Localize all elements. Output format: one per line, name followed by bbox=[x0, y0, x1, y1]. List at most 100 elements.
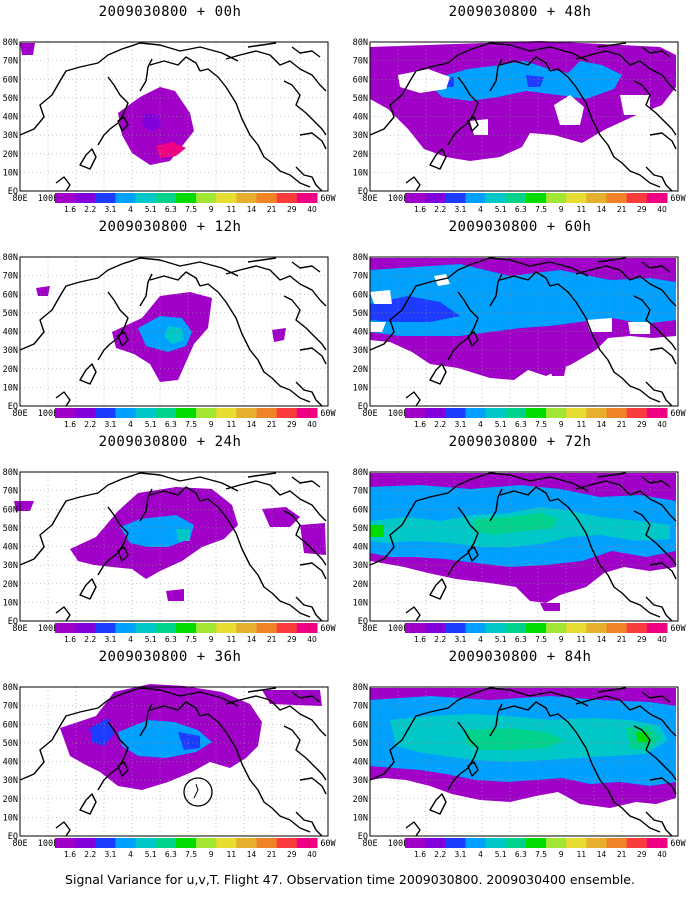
colorbar-swatch bbox=[546, 838, 567, 848]
map-24h: 80N70N60N50N40N30N20N10NEQ80E100E120E140… bbox=[3, 468, 337, 634]
colorbar-label: 4 bbox=[478, 850, 483, 859]
colorbar-label: 11 bbox=[227, 635, 237, 644]
colorbar-swatch bbox=[175, 193, 197, 203]
colorbar-swatch bbox=[646, 623, 668, 633]
colorbar-swatch bbox=[55, 408, 76, 418]
lat-tick-label: 30N bbox=[353, 131, 368, 141]
colorbar-label: 7.5 bbox=[535, 420, 547, 429]
colorbar-label: 11 bbox=[577, 850, 587, 859]
panel-title: 2009030800 + 72h bbox=[448, 434, 592, 450]
colorbar-swatch bbox=[256, 623, 278, 633]
lon-tick-label: 80E bbox=[362, 624, 377, 634]
lat-tick-label: 20N bbox=[3, 365, 18, 375]
colorbar-label: 40 bbox=[657, 850, 667, 859]
colorbar-swatch bbox=[115, 193, 137, 203]
colorbar-swatch bbox=[296, 838, 318, 848]
colorbar-label: 6.3 bbox=[515, 420, 527, 429]
colorbar-label: 29 bbox=[287, 420, 297, 429]
colorbar-swatch bbox=[196, 408, 217, 418]
colorbar-swatch bbox=[256, 193, 278, 203]
panel-48h: 2009030800 + 48h 80N 70N 60N 50N 40N 30N 20N 10… bbox=[350, 0, 690, 215]
lat-tick-label: 40N bbox=[3, 758, 18, 768]
lat-tick-label: 10N bbox=[3, 598, 18, 608]
lon-tick-label: 100E bbox=[388, 194, 408, 204]
colorbar-label: 1.6 bbox=[414, 420, 426, 429]
lat-tick-label: 60N bbox=[353, 290, 368, 300]
colorbar-swatch bbox=[626, 193, 648, 203]
lat-tick-label: 50N bbox=[353, 739, 368, 749]
lon-tick-label: 100E bbox=[38, 624, 58, 634]
colorbar-label: 4 bbox=[128, 850, 133, 859]
colorbar-label: 6.3 bbox=[515, 850, 527, 859]
colorbar-label: 9 bbox=[559, 850, 564, 859]
colorbar-label: 7.5 bbox=[535, 635, 547, 644]
lon-tick-label: 80E bbox=[362, 409, 377, 419]
lon-tick-label: 80E bbox=[362, 194, 377, 204]
lat-tick-label: 80N bbox=[3, 38, 18, 48]
colorbar-label: 3.1 bbox=[454, 420, 466, 429]
lat-tick-label: 10N bbox=[353, 383, 368, 393]
lon-tick-label: 60W bbox=[670, 624, 686, 634]
colorbar-swatch bbox=[276, 838, 298, 848]
colorbar-label: 40 bbox=[657, 635, 667, 644]
lat-tick-label: 30N bbox=[353, 561, 368, 571]
colorbar-swatch bbox=[55, 193, 76, 203]
panel-title: 2009030800 + 12h bbox=[98, 219, 242, 235]
colorbar-swatch bbox=[276, 623, 298, 633]
colorbar-label: 6.3 bbox=[515, 205, 527, 214]
colorbar-label: 21 bbox=[267, 420, 277, 429]
lat-tick-label: 80N bbox=[353, 38, 368, 48]
colorbar-swatch bbox=[566, 838, 587, 848]
colorbar-label: 9 bbox=[559, 205, 564, 214]
colorbar-label: 1.6 bbox=[64, 205, 76, 214]
colorbar-swatch bbox=[115, 408, 137, 418]
colorbar-swatch bbox=[566, 408, 587, 418]
colorbar-label: 4 bbox=[478, 635, 483, 644]
colorbar-label: 3.1 bbox=[104, 850, 116, 859]
colorbar-swatch bbox=[626, 623, 648, 633]
colorbar-swatch bbox=[296, 408, 318, 418]
colorbar-swatch bbox=[155, 623, 177, 633]
colorbar-swatch bbox=[485, 193, 507, 203]
colorbar-label: 2.2 bbox=[84, 420, 96, 429]
lon-tick-label: 100E bbox=[38, 409, 58, 419]
lat-tick-label: 10N bbox=[353, 813, 368, 823]
lat-tick-label: 60N bbox=[353, 720, 368, 730]
colorbar-swatch bbox=[425, 193, 446, 203]
lat-tick-label: 70N bbox=[3, 487, 18, 497]
colorbar-swatch bbox=[586, 408, 608, 418]
map-12h: 80N70N60N50N40N30N20N10NEQ80E100E120E140… bbox=[3, 253, 337, 419]
lat-tick-label: 20N bbox=[3, 580, 18, 590]
colorbar-swatch bbox=[135, 838, 157, 848]
lat-tick-label: 30N bbox=[353, 346, 368, 356]
lat-tick-label: 20N bbox=[3, 795, 18, 805]
colorbar-label: 14 bbox=[247, 420, 257, 429]
lon-tick-label: 60W bbox=[670, 194, 686, 204]
lat-tick-label: 20N bbox=[353, 795, 368, 805]
lat-tick-label: 20N bbox=[353, 365, 368, 375]
colorbar-label: 9 bbox=[209, 850, 214, 859]
lon-tick-label: 60W bbox=[670, 409, 686, 419]
colorbar-label: 21 bbox=[617, 420, 627, 429]
colorbar-label: 3.1 bbox=[454, 635, 466, 644]
colorbar-swatch bbox=[485, 623, 507, 633]
lon-tick-label: 100E bbox=[388, 624, 408, 634]
colorbar-swatch bbox=[525, 408, 547, 418]
lat-tick-label: 10N bbox=[3, 813, 18, 823]
colorbar-label: 2.2 bbox=[84, 850, 96, 859]
panel-24h: 2009030800 + 24h 80N 70N 60N 50N 40N 30N 20N 10… bbox=[0, 430, 340, 645]
colorbar-label: 7.5 bbox=[185, 420, 197, 429]
colorbar: 1.6 2.2 3.1 4 5.1 6.3 7.5 9 11 14 21 29 40 bbox=[55, 838, 318, 859]
panel-title: 2009030800 + 36h bbox=[98, 649, 242, 665]
lat-tick-label: 50N bbox=[3, 524, 18, 534]
lat-tick-label: 40N bbox=[3, 113, 18, 123]
colorbar-swatch bbox=[95, 408, 116, 418]
colorbar: 1.6 2.2 3.1 4 5.1 6.3 7.5 9 11 14 21 29 40 bbox=[55, 193, 318, 214]
colorbar-swatch bbox=[296, 193, 318, 203]
lat-tick-label: 80N bbox=[353, 683, 368, 693]
colorbar-swatch bbox=[606, 623, 628, 633]
colorbar-label: 29 bbox=[637, 205, 647, 214]
lat-tick-label: 40N bbox=[3, 543, 18, 553]
colorbar-swatch bbox=[425, 623, 446, 633]
lat-tick-label: 50N bbox=[353, 524, 368, 534]
